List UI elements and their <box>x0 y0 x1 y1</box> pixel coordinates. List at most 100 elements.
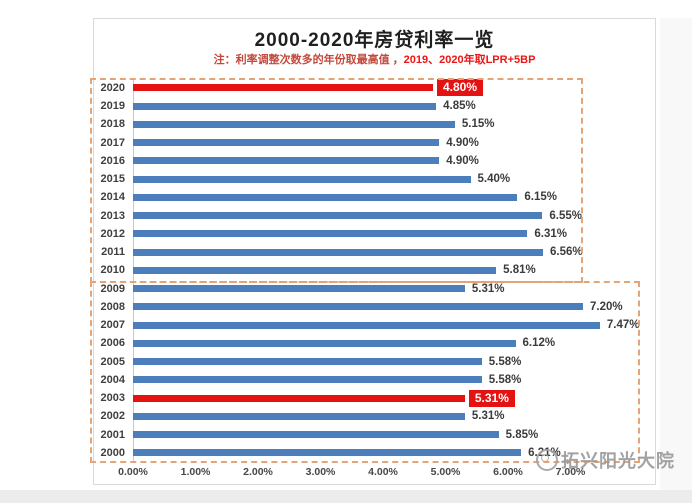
bar-2020 <box>133 84 433 92</box>
category-label-2006: 2006 <box>100 337 125 350</box>
x-tick-label: 7.00% <box>555 466 586 478</box>
category-label-2013: 2013 <box>100 209 125 222</box>
bar-2016 <box>133 157 440 165</box>
page-bottom-strip <box>0 490 692 503</box>
chart-row-2001: 2001 5.85% <box>93 426 653 444</box>
chart-title: 2000-2020年房贷利率一览 <box>254 30 495 51</box>
value-label-2017: 4.90% <box>446 136 479 149</box>
x-tick-label: 1.00% <box>180 466 211 478</box>
category-label-2012: 2012 <box>100 227 125 240</box>
category-label-2010: 2010 <box>100 264 125 277</box>
category-label-2008: 2008 <box>100 300 125 313</box>
bar-2002 <box>133 412 465 420</box>
bar-rows: 2020 4.80% 2019 4.85% 2018 5.15% 2017 4.90% 2016… <box>93 0 656 503</box>
category-label-2002: 2002 <box>100 410 125 423</box>
chart-row-2009: 2009 5.31% <box>93 280 653 298</box>
value-label-2013: 6.55% <box>549 209 582 222</box>
chart-row-2002: 2002 5.31% <box>93 407 653 425</box>
value-label-2005: 5.58% <box>488 355 522 368</box>
chart-row-2010: 2010 5.81% <box>93 261 653 279</box>
bar-2004 <box>133 376 482 384</box>
value-label-2004: 5.58% <box>488 373 522 386</box>
category-label-2001: 2001 <box>100 428 125 441</box>
chart-row-2004: 2004 5.58% <box>93 371 653 389</box>
chart-note-text: 注：利率调整次数多的年份取最高值 ， <box>213 54 404 66</box>
bar-2001 <box>133 431 499 439</box>
value-label-2002: 5.31% <box>471 410 505 423</box>
category-label-2016: 2016 <box>100 154 125 167</box>
circle-logo-icon <box>536 449 558 471</box>
chart-note-highlight: 2019、2020年取LPR+5BP <box>403 54 536 66</box>
x-tick-label: 6.00% <box>493 466 523 478</box>
value-label-2015: 5.40% <box>477 173 511 186</box>
category-label-2007: 2007 <box>100 319 125 332</box>
x-tick-label: 0.00% <box>118 466 148 478</box>
value-label-2014: 6.15% <box>524 191 557 204</box>
bar-2010 <box>133 266 497 274</box>
value-label-2020: 4.80% <box>437 79 484 97</box>
chart-row-2019: 2019 4.85% <box>93 97 653 115</box>
bar-2011 <box>133 248 543 256</box>
chart-row-2011: 2011 6.56% <box>93 243 653 261</box>
value-label-2019: 4.85% <box>443 100 476 113</box>
chart-row-2003: 2003 5.31% <box>93 389 653 407</box>
chart-row-2012: 2012 6.31% <box>93 225 653 243</box>
category-label-2011: 2011 <box>101 246 125 259</box>
bar-2006 <box>133 339 516 347</box>
category-label-2014: 2014 <box>100 191 125 204</box>
category-label-2005: 2005 <box>100 355 125 368</box>
bar-2000 <box>133 449 522 457</box>
bar-2014 <box>133 193 518 201</box>
value-label-2018: 5.15% <box>461 118 495 131</box>
chart-row-2018: 2018 5.15% <box>93 115 653 133</box>
value-label-2009: 5.31% <box>471 282 505 295</box>
bar-2019 <box>133 102 437 110</box>
watermark-text: 拓兴阳光大院 <box>561 451 675 471</box>
chart-row-2017: 2017 4.90% <box>93 134 653 152</box>
value-label-2008: 7.20% <box>590 300 623 313</box>
category-label-2004: 2004 <box>100 373 125 386</box>
value-label-2006: 6.12% <box>522 337 556 350</box>
category-label-2009: 2009 <box>100 282 125 295</box>
x-tick-label: 2.00% <box>243 466 273 478</box>
value-label-2007: 7.47% <box>606 319 640 332</box>
chart-row-2006: 2006 6.12% <box>93 334 653 352</box>
bar-2007 <box>133 321 600 329</box>
chart-row-2015: 2015 5.40% <box>93 170 653 188</box>
value-label-2012: 6.31% <box>534 227 567 240</box>
bar-2015 <box>133 175 471 183</box>
category-label-2020: 2020 <box>100 81 125 94</box>
chart-row-2013: 2013 6.55% <box>93 207 653 225</box>
category-label-2015: 2015 <box>100 173 125 186</box>
chart-row-2005: 2005 5.58% <box>93 353 653 371</box>
value-label-2011: 6.56% <box>550 246 583 259</box>
bar-2005 <box>133 358 482 366</box>
x-tick-label: 4.00% <box>368 466 398 478</box>
value-label-2010: 5.81% <box>503 264 536 277</box>
chart-note: 注：利率调整次数多的年份取最高值 ，2019、2020年取LPR+5BP <box>93 51 656 67</box>
value-label-2016: 4.90% <box>446 154 479 167</box>
category-label-2017: 2017 <box>100 136 125 149</box>
bar-2009 <box>133 285 465 293</box>
value-label-2003: 5.31% <box>468 389 515 407</box>
bar-2018 <box>133 120 455 128</box>
category-label-2000: 2000 <box>100 446 125 459</box>
x-tick-label: 5.00% <box>430 466 461 478</box>
bar-2003 <box>133 394 465 402</box>
page-right-margin <box>660 18 692 490</box>
bar-2013 <box>133 212 543 220</box>
chart-row-2007: 2007 7.47% <box>93 316 653 334</box>
bar-2012 <box>133 230 528 238</box>
chart-row-2008: 2008 7.20% <box>93 298 653 316</box>
chart-row-2016: 2016 4.90% <box>93 152 653 170</box>
chart-row-2020: 2020 4.80% <box>93 79 653 97</box>
category-label-2003: 2003 <box>100 392 125 405</box>
chart-row-2014: 2014 6.15% <box>93 188 653 206</box>
value-label-2001: 5.85% <box>505 428 539 441</box>
bar-2017 <box>133 139 440 147</box>
x-tick-label: 3.00% <box>305 466 336 478</box>
category-label-2018: 2018 <box>100 118 125 131</box>
category-label-2019: 2019 <box>100 100 125 113</box>
bar-2008 <box>133 303 583 311</box>
